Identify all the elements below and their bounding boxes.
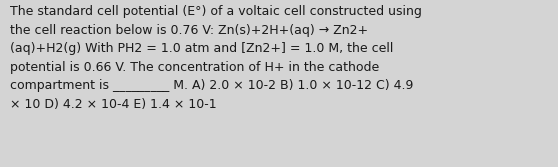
Text: The standard cell potential (E°) of a voltaic cell constructed using
the cell re: The standard cell potential (E°) of a vo… [10, 5, 422, 111]
